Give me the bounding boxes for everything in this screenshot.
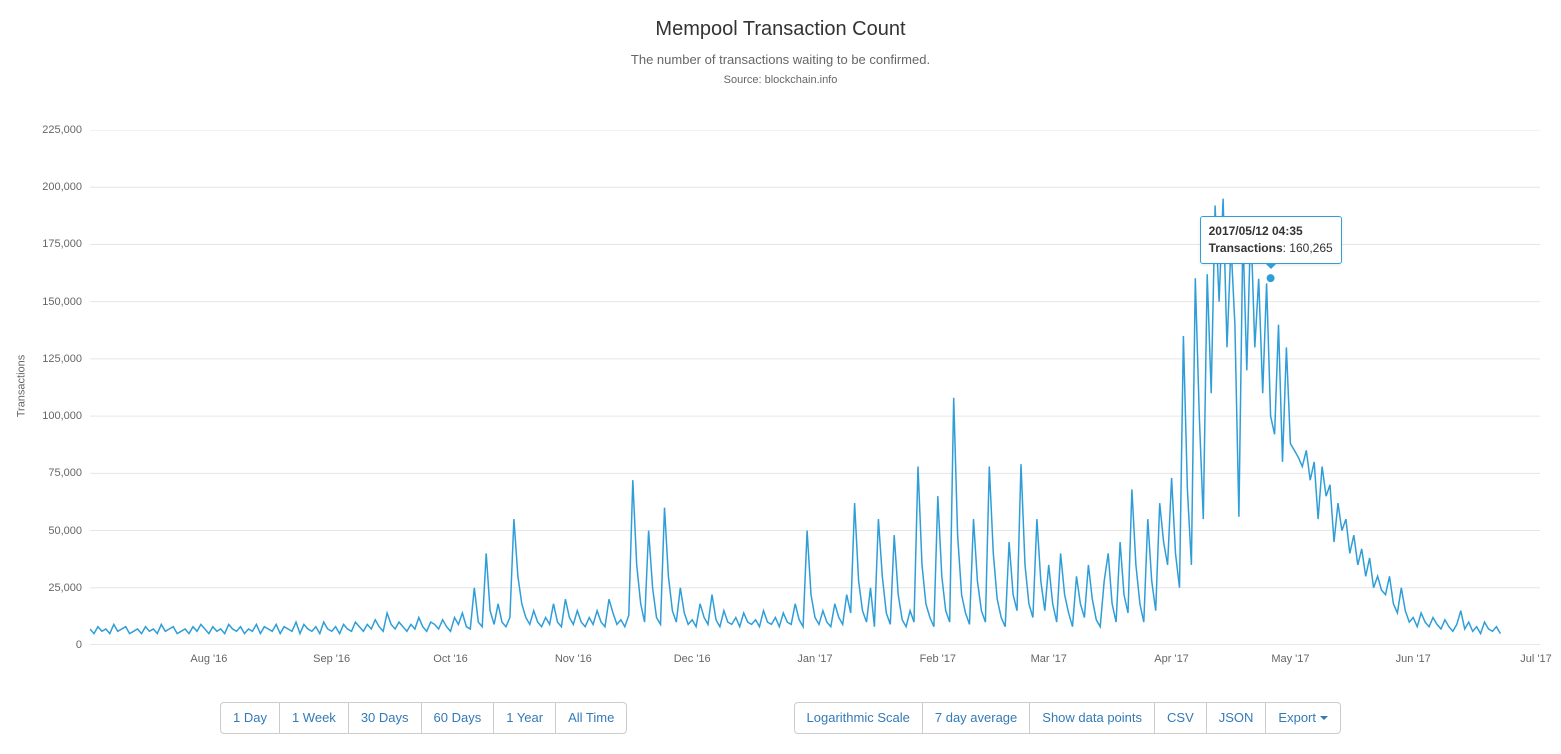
xtick-label: Feb '17 — [920, 653, 956, 665]
1-week-button[interactable]: 1 Week — [279, 702, 349, 734]
button-label: 7 day average — [935, 709, 1017, 727]
xtick-label: Apr '17 — [1154, 653, 1189, 665]
button-label: All Time — [568, 709, 614, 727]
1-year-button[interactable]: 1 Year — [493, 702, 556, 734]
caret-down-icon — [1320, 716, 1328, 720]
json-button[interactable]: JSON — [1206, 702, 1267, 734]
xtick-label: Jul '17 — [1520, 653, 1551, 665]
button-label: Show data points — [1042, 709, 1142, 727]
button-label: 1 Week — [292, 709, 336, 727]
xtick-label: Aug '16 — [190, 653, 227, 665]
button-label: Export — [1278, 709, 1316, 727]
ytick-label: 125,000 — [42, 353, 82, 365]
button-label: CSV — [1167, 709, 1194, 727]
chart-container: Mempool Transaction Count The number of … — [0, 0, 1561, 754]
ytick-label: 100,000 — [42, 410, 82, 422]
chart-source: Source: blockchain.info — [0, 74, 1561, 86]
chart-svg — [90, 130, 1540, 645]
y-axis-label: Transactions — [15, 355, 27, 418]
30-days-button[interactable]: 30 Days — [348, 702, 422, 734]
button-label: 1 Year — [506, 709, 543, 727]
ytick-label: 225,000 — [42, 124, 82, 136]
ytick-label: 175,000 — [42, 238, 82, 250]
button-label: 30 Days — [361, 709, 409, 727]
xtick-label: May '17 — [1271, 653, 1309, 665]
ytick-label: 25,000 — [48, 582, 82, 594]
ytick-label: 75,000 — [48, 467, 82, 479]
export-button[interactable]: Export — [1265, 702, 1341, 734]
xtick-label: Jun '17 — [1396, 653, 1431, 665]
xtick-label: Mar '17 — [1031, 653, 1067, 665]
tooltip-date: 2017/05/12 04:35 — [1209, 224, 1303, 238]
7-day-average-button[interactable]: 7 day average — [922, 702, 1030, 734]
button-label: 1 Day — [233, 709, 267, 727]
csv-button[interactable]: CSV — [1154, 702, 1207, 734]
1-day-button[interactable]: 1 Day — [220, 702, 280, 734]
tooltip-series-label: Transactions — [1209, 241, 1283, 255]
xtick-label: Nov '16 — [555, 653, 592, 665]
chart-title: Mempool Transaction Count — [0, 18, 1561, 41]
button-label: JSON — [1219, 709, 1254, 727]
ytick-label: 0 — [76, 639, 82, 651]
logarithmic-scale-button[interactable]: Logarithmic Scale — [794, 702, 923, 734]
xtick-label: Sep '16 — [313, 653, 350, 665]
xtick-label: Jan '17 — [797, 653, 832, 665]
60-days-button[interactable]: 60 Days — [421, 702, 495, 734]
ytick-label: 50,000 — [48, 525, 82, 537]
xtick-label: Dec '16 — [674, 653, 711, 665]
xtick-label: Oct '16 — [433, 653, 468, 665]
chart-option-buttons: Logarithmic Scale 7 day average Show data … — [794, 702, 1341, 734]
time-range-buttons: 1 Day 1 Week 30 Days 60 Days 1 Year All Time — [220, 702, 627, 734]
ytick-label: 200,000 — [42, 181, 82, 193]
chart-subtitle: The number of transactions waiting to be… — [0, 52, 1561, 67]
plot-area[interactable]: 025,00050,00075,000100,000125,000150,000… — [90, 130, 1540, 645]
hover-marker — [1267, 274, 1275, 282]
button-label: Logarithmic Scale — [807, 709, 910, 727]
all-time-button[interactable]: All Time — [555, 702, 627, 734]
show-data-points-button[interactable]: Show data points — [1029, 702, 1155, 734]
tooltip-value: 160,265 — [1289, 241, 1332, 255]
button-label: 60 Days — [434, 709, 482, 727]
ytick-label: 150,000 — [42, 296, 82, 308]
tooltip: 2017/05/12 04:35 Transactions: 160,265 — [1200, 216, 1342, 264]
